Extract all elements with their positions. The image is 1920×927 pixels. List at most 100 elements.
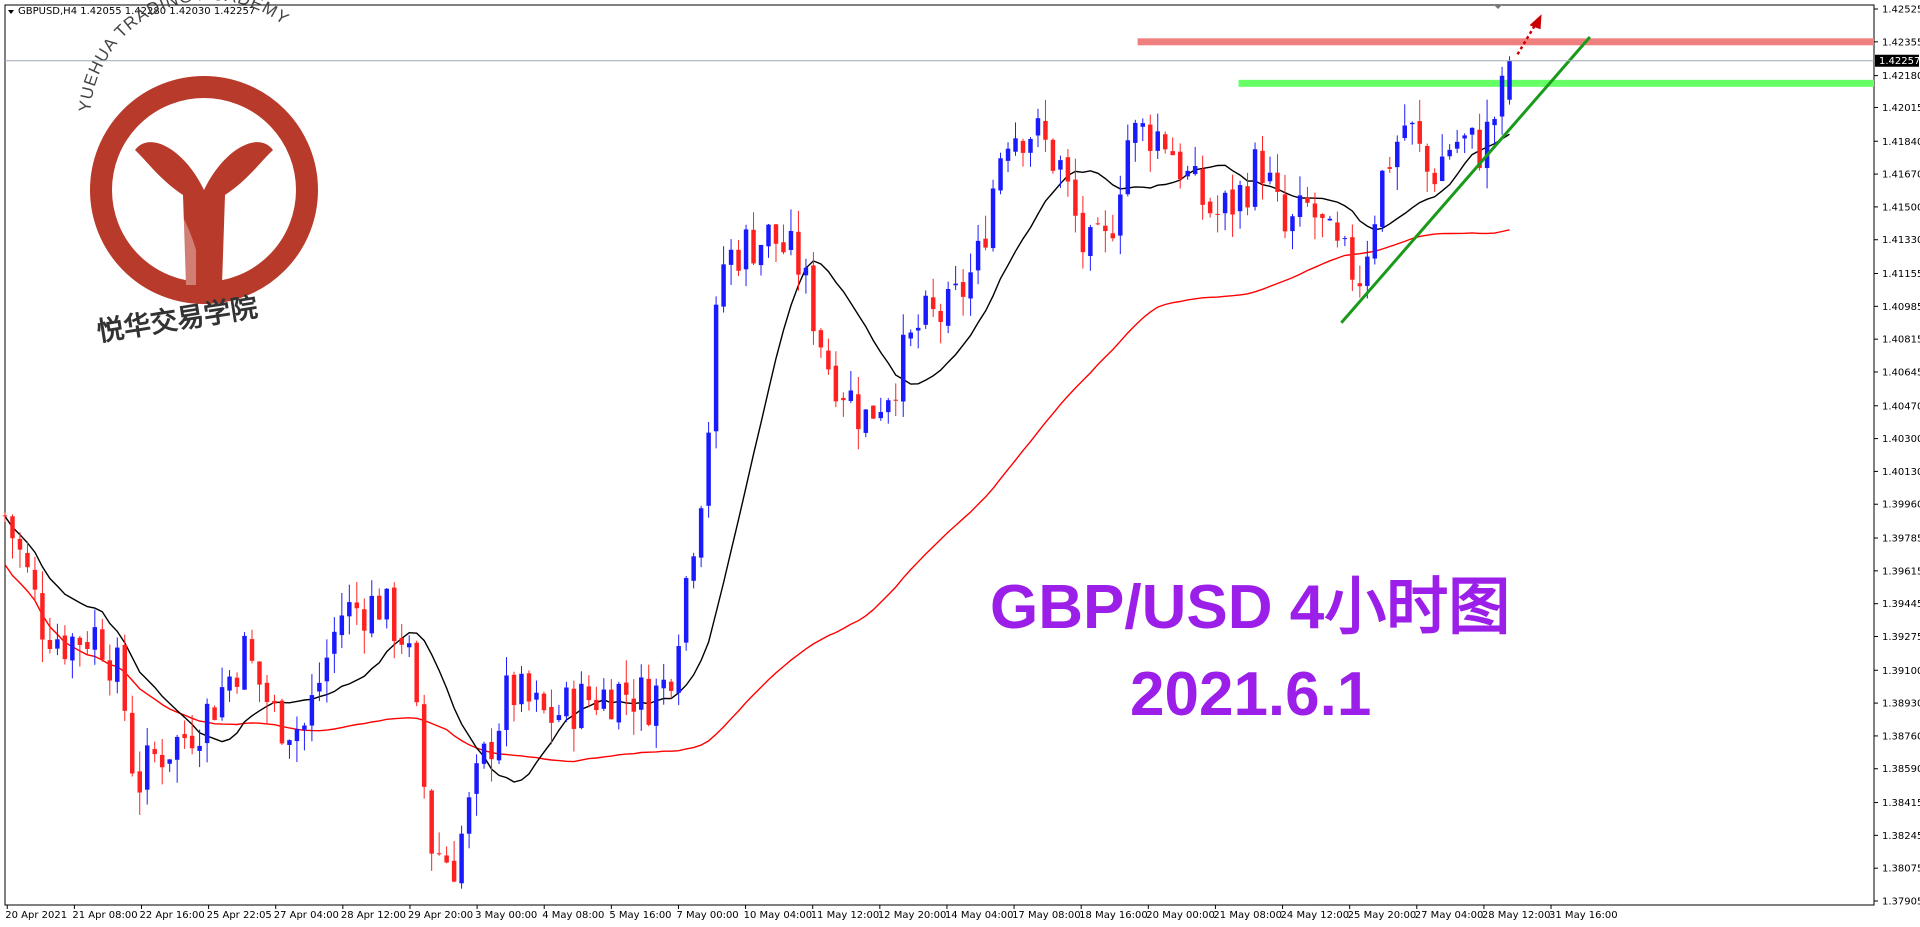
candle: [968, 253, 973, 316]
candle: [1222, 190, 1228, 231]
candle-body: [362, 609, 367, 631]
candle-body: [818, 330, 824, 348]
current-price-box: [1875, 54, 1919, 67]
candle-body: [1447, 149, 1452, 157]
candle: [668, 678, 674, 699]
candle-body: [272, 700, 277, 704]
candle-body: [848, 390, 854, 401]
candle-body: [257, 661, 262, 685]
candle-body: [661, 679, 666, 689]
candle: [504, 657, 509, 747]
candle: [818, 328, 824, 358]
y-tick-label: 1.38075: [1882, 864, 1920, 875]
candle: [212, 705, 217, 721]
y-tick-label: 1.39615: [1882, 566, 1920, 577]
candle-body: [1177, 151, 1183, 180]
candle: [526, 670, 532, 711]
candle-body: [32, 569, 38, 590]
candle: [1387, 156, 1393, 173]
candle-body: [1312, 203, 1318, 218]
candle-body: [504, 675, 509, 730]
candle-body: [414, 642, 419, 703]
candle-body: [339, 615, 345, 636]
candle: [227, 670, 232, 702]
candle: [234, 672, 240, 694]
candle-body: [758, 244, 764, 266]
candle-body: [938, 311, 943, 322]
candle: [1327, 215, 1333, 221]
candle: [601, 678, 607, 711]
candle: [10, 514, 15, 559]
x-tick-label: 25 May 20:00: [1348, 910, 1417, 921]
candle-body: [728, 249, 734, 265]
resistance-level: [1137, 38, 1874, 46]
candle: [1335, 211, 1340, 248]
candle-body: [511, 674, 517, 706]
candle-body: [1320, 214, 1325, 218]
current-price: 1.42257: [5, 54, 1920, 67]
candle-body: [721, 264, 726, 307]
x-tick-label: 24 May 12:00: [1281, 910, 1350, 921]
candle: [788, 209, 794, 256]
candle-body: [77, 637, 83, 646]
candle: [1133, 119, 1138, 162]
x-tick-label: 11 May 12:00: [811, 910, 880, 921]
candle: [534, 680, 539, 712]
candle-body: [534, 692, 539, 700]
candle-body: [833, 365, 839, 402]
candle: [55, 623, 60, 656]
y-tick-label: 1.39785: [1882, 534, 1920, 545]
candle: [983, 215, 988, 251]
candle: [1454, 129, 1460, 154]
support-level: [1238, 79, 1874, 87]
candle: [773, 223, 779, 263]
candle-body: [347, 602, 352, 617]
candle: [1267, 156, 1273, 185]
candle-body: [766, 224, 771, 247]
candle-body: [1260, 150, 1265, 184]
candle: [1372, 215, 1378, 265]
candle-body: [1073, 179, 1078, 216]
candle: [1350, 224, 1355, 292]
candle: [47, 617, 53, 654]
candle: [571, 680, 577, 752]
candle-body: [1252, 149, 1258, 207]
candle-body: [1410, 122, 1415, 125]
candle-body: [773, 224, 779, 244]
candle-body: [1065, 157, 1071, 182]
candle-body: [1357, 283, 1363, 287]
candle-body: [1380, 170, 1385, 227]
candle-body: [1275, 172, 1280, 192]
candle: [713, 296, 719, 449]
candle: [459, 825, 464, 889]
candle-body: [1080, 212, 1086, 253]
candle-body: [249, 639, 255, 661]
chevron-down-icon[interactable]: [8, 10, 14, 14]
candle-body: [631, 698, 636, 712]
candle: [347, 584, 352, 635]
x-tick-label: 22 Apr 16:00: [139, 910, 204, 921]
candle: [706, 421, 711, 518]
candle-body: [182, 734, 187, 739]
candle: [257, 661, 262, 703]
candle: [541, 691, 547, 714]
candle: [249, 629, 255, 664]
candle: [945, 281, 951, 334]
candle: [1469, 127, 1475, 149]
plot-frame: [4, 4, 1875, 906]
candle: [144, 728, 150, 805]
y-tick-label: 1.39100: [1882, 666, 1920, 677]
candle-body: [1469, 127, 1475, 135]
candle: [339, 592, 345, 648]
logo-ring: [90, 76, 318, 304]
candle: [1447, 144, 1452, 160]
y-tick-label: 1.39275: [1882, 632, 1920, 643]
candle-body: [242, 635, 247, 690]
candle-body: [586, 686, 592, 701]
candle: [1110, 214, 1116, 242]
candle: [272, 694, 277, 712]
candle: [77, 635, 83, 667]
candle-body: [901, 334, 906, 402]
candle: [863, 409, 869, 438]
